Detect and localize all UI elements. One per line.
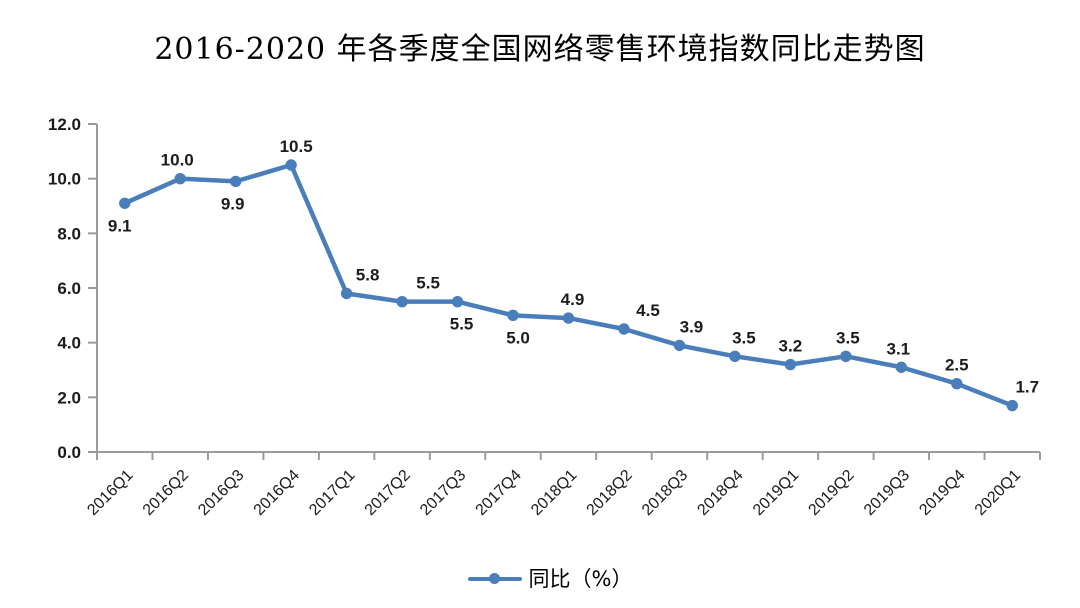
trend-line [122, 162, 1015, 408]
y-axis-tick-label: 8.0 [57, 224, 81, 243]
y-axis-tick-label: 10.0 [48, 170, 81, 189]
data-point-label: 9.9 [221, 194, 245, 213]
data-point-marker [340, 287, 353, 300]
y-axis-tick-label: 0.0 [57, 443, 81, 462]
data-point-label: 10.0 [161, 151, 194, 170]
legend-line-marker-icon [467, 572, 522, 585]
x-axis-tick-label: 2018Q2 [584, 467, 636, 519]
data-point-marker [396, 295, 408, 308]
data-point-label: 3.1 [887, 339, 911, 358]
data-point-label: 5.5 [416, 274, 440, 293]
data-point-label: 10.5 [280, 137, 313, 156]
x-axis-tick-label: 2016Q1 [84, 467, 136, 519]
x-axis-tick-label: 2017Q3 [417, 467, 469, 519]
legend-dot-icon [488, 572, 500, 584]
data-point-label: 5.0 [506, 328, 530, 347]
data-point-label: 5.5 [450, 315, 474, 334]
data-point-label: 4.5 [636, 301, 660, 320]
data-point-marker [119, 197, 131, 209]
x-axis-tick-label: 2017Q4 [473, 467, 525, 519]
data-point-marker [673, 339, 686, 352]
x-axis-tick-label: 2017Q1 [306, 467, 358, 519]
x-axis-tick-label: 2018Q4 [694, 467, 746, 519]
y-axis-tick-label: 4.0 [57, 334, 81, 353]
x-axis-tick-label: 2019Q4 [916, 467, 968, 519]
data-point-label: 1.7 [1015, 378, 1039, 397]
y-axis-tick-label: 12.0 [48, 115, 81, 134]
y-axis-tick-label: 6.0 [57, 279, 81, 298]
data-point-marker [618, 323, 630, 335]
data-point-marker [895, 361, 908, 373]
data-point-label: 3.9 [680, 317, 704, 336]
x-axis-tick-label: 2019Q2 [805, 467, 857, 519]
chart-title: 2016-2020 年各季度全国网络零售环境指数同比走势图 [154, 32, 926, 67]
data-point-marker [174, 172, 186, 185]
data-point-marker [729, 350, 741, 363]
data-point-label: 2.5 [945, 356, 969, 375]
x-axis-tick-label: 2016Q3 [195, 467, 247, 519]
data-point-label: 3.5 [836, 328, 860, 347]
x-axis-tick-label: 2020Q1 [972, 467, 1024, 519]
data-point-marker [229, 175, 242, 188]
data-point-label: 9.1 [108, 216, 132, 235]
x-axis-tick-label: 2019Q3 [861, 467, 913, 519]
data-point-label: 4.9 [561, 290, 585, 309]
y-axis-tick-label: 2.0 [57, 388, 81, 407]
legend: 同比（%） [10, 563, 1080, 593]
data-point-label: 3.2 [779, 337, 803, 356]
data-point-marker [562, 312, 575, 324]
data-point-label: 5.8 [356, 265, 380, 284]
x-axis-tick-label: 2018Q3 [639, 467, 691, 519]
data-point-marker [1006, 399, 1018, 412]
x-axis-tick-label: 2019Q1 [750, 467, 802, 519]
x-axis-tick-label: 2018Q1 [528, 467, 580, 519]
x-axis-tick-label: 2016Q4 [251, 467, 303, 519]
legend-series-label: 同比（%） [528, 567, 633, 591]
data-point-marker [285, 159, 297, 171]
x-axis-tick-label: 2017Q2 [362, 467, 414, 519]
data-point-label: 3.5 [732, 328, 756, 347]
data-point-marker [784, 358, 797, 371]
x-axis-tick-label: 2016Q2 [140, 467, 192, 519]
data-point-marker [507, 309, 519, 322]
data-point-marker [840, 350, 852, 363]
data-point-marker [451, 295, 464, 308]
data-point-marker [951, 377, 963, 390]
